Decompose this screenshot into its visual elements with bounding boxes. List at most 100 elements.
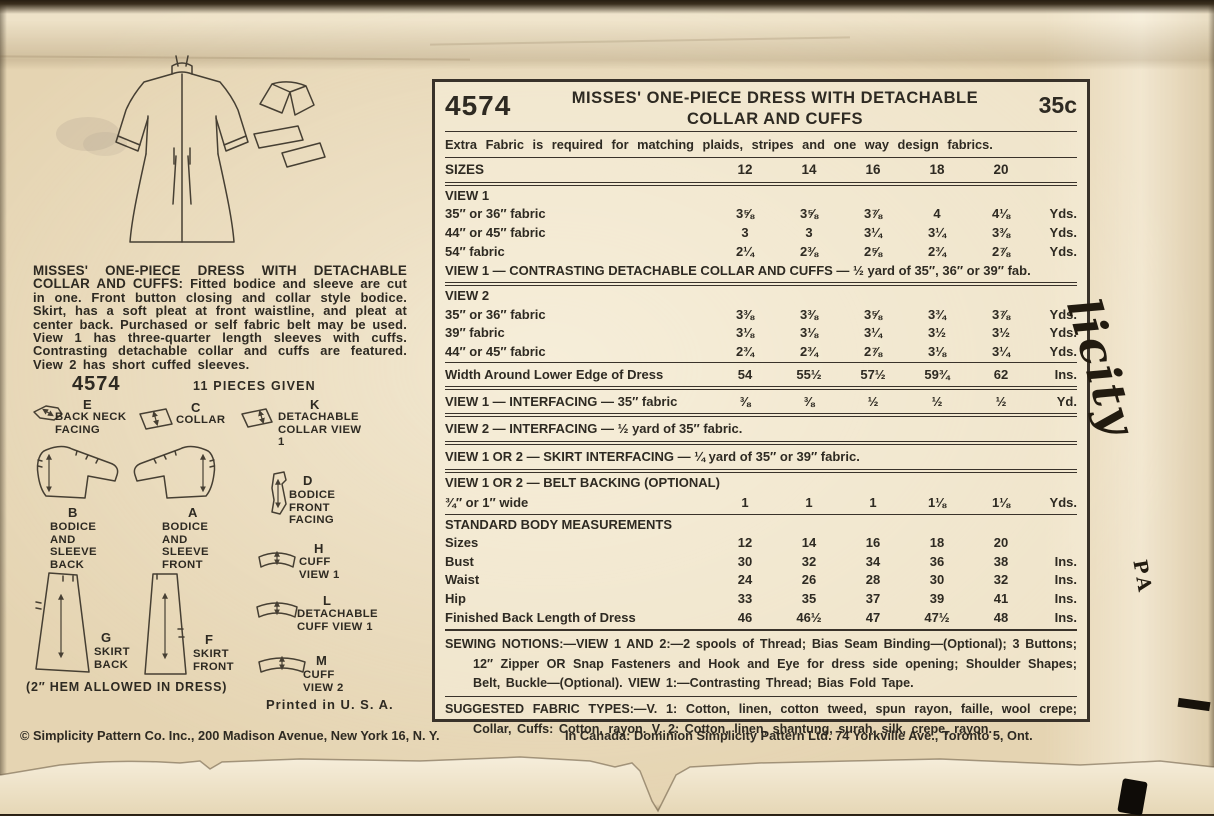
cell: 55½ [796,367,822,383]
cell: 28 [865,572,881,588]
divider [445,386,1077,391]
cell: 3½ [927,325,947,341]
belt-backing-label: VIEW 1 OR 2 — BELT BACKING (OPTIONAL) [445,475,720,491]
table-row finished-back-length: Finished Back Length of Dress 46 46½ 47 … [445,609,1077,628]
cell: 3¼ [863,325,883,341]
piece-name-d: BODICE FRONT FACING [289,489,336,527]
suggested-fabrics-paragraph: SUGGESTED FABRIC TYPES:—V. 1: Cotton, li… [445,702,1077,736]
sewing-notions-paragraph: SEWING NOTIONS:—VIEW 1 AND 2:—2 spools o… [445,637,1077,690]
cell: 3½ [991,325,1011,341]
unit-cell: Yds. [1049,206,1077,222]
row-label: ¾″ or 1″ wide [445,494,529,510]
fold-crease [430,36,850,46]
cell: 54 [737,367,753,383]
cell: 3 [741,225,749,240]
piece-letter-f: F [205,632,213,647]
unit-cell: Yds. [1049,494,1077,510]
pattern-title-line2: COLLAR AND CUFFS [686,110,863,128]
row-label: Waist [445,572,480,588]
piece-c-shape collar-diagram [139,408,173,430]
piece-a-shape bodice-sleeve-front-diagram [133,445,216,499]
table-row view2-row-1: 35″ or 36″ fabric 3⅜ 3⅜ 3⅝ 3¾ 3⅞ Yds. [445,306,1077,325]
cell: 2⅞ [991,243,1011,259]
piece-l-shape detachable-cuff-diagram [256,600,298,618]
cell: 3⅝ [799,206,819,222]
cell: 3 [805,225,813,240]
cell: 38 [993,553,1009,569]
piece-name-h: CUFF VIEW 1 [299,556,340,581]
row-label: Finished Back Length of Dress [445,609,636,625]
cell: 3¾ [927,306,947,322]
cell: 3⅞ [991,306,1011,322]
cell: 34 [865,553,881,569]
piece-b-shape bodice-sleeve-back-diagram [36,445,119,499]
cell: 3⅝ [735,206,755,222]
table-row width-around-lower-edge: Width Around Lower Edge of Dress 54 55½ … [445,364,1077,385]
size-value: 20 [993,162,1009,177]
piece-h-shape cuff-view1-diagram [258,550,296,568]
cell: 30 [929,572,945,588]
cell: 57½ [860,367,886,383]
table-row body-sizes: Sizes 12 14 16 18 20 [445,534,1077,553]
piece-name-b: BODICE AND SLEEVE BACK [50,521,97,571]
row-label: 44″ or 45″ fabric [445,225,546,240]
cell: 35 [801,590,817,606]
piece-letter-a: A [188,505,198,520]
cell: 12 [737,535,753,551]
cell: 46 [737,609,753,625]
unit-cell [1033,534,1077,553]
piece-name-k: DETACHABLE COLLAR VIEW 1 [278,411,362,449]
description-body: Fitted bodice and sleeve are cut in one.… [33,276,407,372]
cell: 26 [801,572,817,588]
cell: 1⅛ [927,494,947,510]
row-label: Hip [445,590,466,606]
table-row body-bust: Bust 30 32 34 36 38 Ins. [445,553,1077,572]
cell: 3⅝ [863,306,883,322]
cell: 59¾ [924,367,950,383]
printed-in-usa: Printed in U. S. A. [266,697,394,712]
cell: ⅜ [803,394,815,410]
view2-interfacing-note: VIEW 2 — INTERFACING — ½ yard of 35″ fab… [445,421,743,437]
table-row view1-interfacing: VIEW 1 — INTERFACING — 35″ fabric ⅜ ⅜ ½ … [445,391,1077,412]
piece-letter-e: E [83,397,92,412]
sizes-label: SIZES [445,162,485,177]
piece-letter-d: D [303,473,313,488]
cell: 2¼ [735,243,755,259]
row-label: Sizes [445,535,479,551]
publisher-address-us: © Simplicity Pattern Co. Inc., 200 Madis… [20,728,440,743]
torn-flap-edge [0,756,1214,814]
size-value: 18 [929,162,945,177]
cell: 36 [929,553,945,569]
cell: ½ [867,394,879,410]
divider [445,469,1077,474]
piece-letter-g: G [101,630,112,645]
cell: 48 [993,609,1009,625]
publisher-address-canada: In Canada: Dominion Simplicity Pattern L… [565,728,1033,743]
piece-letter-h: H [314,541,324,556]
cell: 33 [737,590,753,606]
dress-back-illustration [56,55,326,243]
piece-name-l: DETACHABLE CUFF VIEW 1 [297,608,378,633]
table-row belt-backing: ¾″ or 1″ wide 1 1 1 1⅛ 1⅛ Yds. [445,493,1077,513]
cell: 16 [865,535,881,551]
unit-cell: Yds. [1049,225,1077,240]
table-header: 4574 MISSES' ONE-PIECE DRESS WITH DETACH… [445,85,1077,130]
cell: 47 [865,609,881,625]
price: 35c [1038,92,1077,118]
extra-fabric-note: Extra Fabric is required for matching pl… [445,137,993,152]
cell: 2¾ [799,343,819,359]
piece-name-e: BACK NECK FACING [55,411,127,436]
cell: 47½ [924,609,950,625]
piece-name-c: COLLAR [176,414,226,426]
row-label: 44″ or 45″ fabric [445,343,546,359]
piece-letter-k: K [310,397,320,412]
cell: 2⅞ [863,343,883,359]
letterform-fragment [1177,697,1211,712]
pieces-given-label: 11 PIECES GIVEN [193,379,316,393]
pattern-word-fragment: PA [1128,558,1157,597]
cell: 24 [737,572,753,588]
piece-g-shape skirt-back-diagram [35,572,90,673]
unit-cell: Ins. [1054,572,1077,588]
piece-letter-b: B [68,505,78,520]
cell: 3¼ [991,343,1011,359]
